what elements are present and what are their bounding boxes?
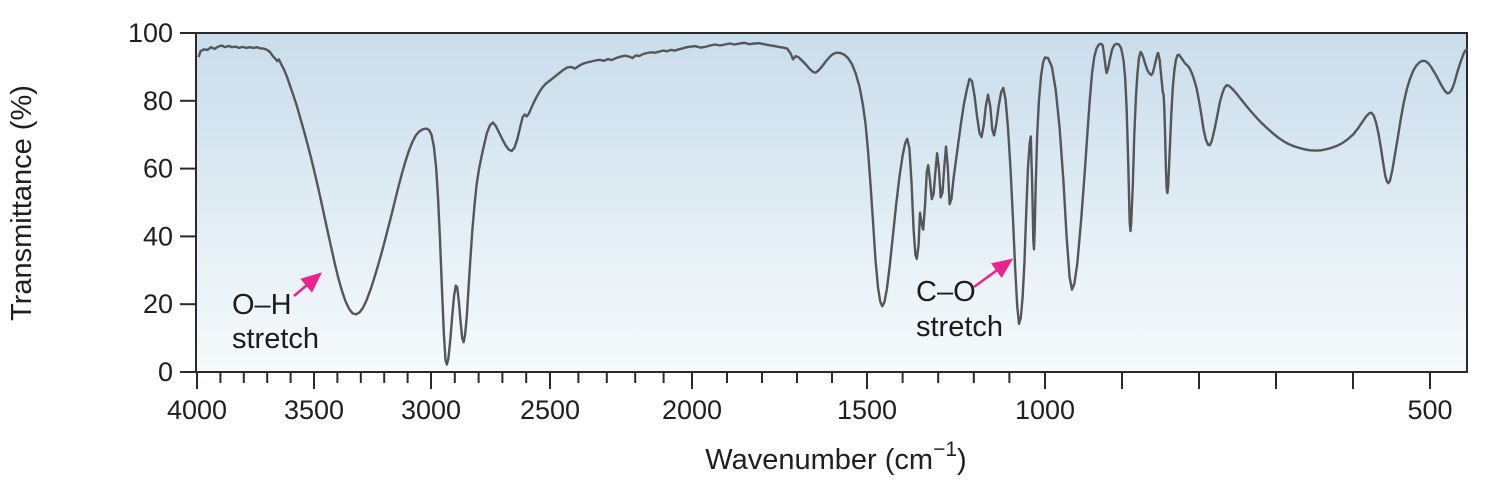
x-tick-label: 4000 (167, 395, 227, 425)
y-axis-title: Transmittance (%) (6, 85, 38, 321)
plot-background (196, 33, 1467, 372)
x-axis-ticks (196, 373, 1431, 389)
plot-border (195, 32, 1468, 373)
x-tick-label: 3000 (401, 395, 461, 425)
x-axis-title: Wavenumber (cm−1) (705, 438, 966, 476)
x-axis-tick-labels: 4000 3500 3000 2500 2000 1500 1000 500 (167, 395, 1453, 425)
annotation-co-stretch-text-line1: C–O (916, 276, 976, 308)
x-tick-label: 500 (1407, 395, 1452, 425)
spectrum-curve (197, 41, 1468, 366)
annotation-co-stretch-arrow (973, 258, 1014, 289)
x-tick-label: 2500 (520, 395, 580, 425)
x-tick-label: 3500 (284, 395, 344, 425)
x-tick-label: 1500 (837, 395, 897, 425)
y-tick-label: 40 (143, 221, 173, 251)
y-tick-label: 100 (128, 18, 173, 48)
x-tick-label: 2000 (662, 395, 722, 425)
y-tick-label: 0 (158, 357, 173, 387)
y-tick-label: 20 (143, 289, 173, 319)
x-tick-label: 1000 (1015, 395, 1075, 425)
annotation-oh-stretch-arrow (293, 272, 322, 297)
y-axis-ticks (180, 32, 196, 373)
y-tick-label: 80 (143, 86, 173, 116)
annotation-oh-stretch-text-line1: O–H (232, 289, 292, 321)
annotation-oh-stretch-text-line2: stretch (232, 323, 319, 355)
x-axis-title-superscript: −1 (933, 438, 957, 461)
y-axis-tick-labels: 0 20 40 60 80 100 (128, 18, 173, 387)
x-axis-title-close: ) (957, 444, 967, 476)
y-tick-label: 60 (143, 154, 173, 184)
annotation-co-stretch-text-line2: stretch (916, 311, 1003, 343)
x-axis-title-main: Wavenumber (cm (705, 444, 933, 476)
